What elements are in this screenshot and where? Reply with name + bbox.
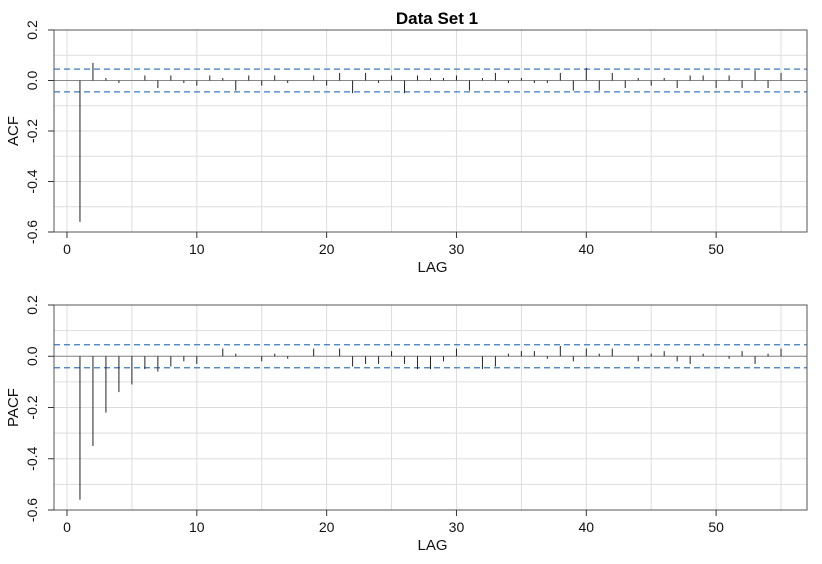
chart-title: Data Set 1 — [396, 9, 478, 28]
y-tick-label: -0.4 — [24, 446, 40, 470]
panel-pacf: 0 10 20 30 40 50 -0.6 -0.4 -0.2 0.0 0.2 LAG PACF — [5, 295, 808, 554]
x-tick-label: 0 — [63, 241, 71, 257]
y-tick-label: 0.0 — [24, 71, 40, 91]
x-tick-label: 0 — [63, 519, 71, 535]
panels: 0 10 20 30 40 50 -0.6 -0.4 -0.2 0.0 0.2 LAG ACF 0 10 20… — [5, 20, 808, 554]
y-tick-label: -0.2 — [24, 395, 40, 419]
x-tick-label: 50 — [708, 519, 724, 535]
x-tick-label: 10 — [189, 241, 205, 257]
x-tick-label: 50 — [708, 241, 724, 257]
y-tick-label: -0.2 — [24, 119, 40, 143]
x-tick-label: 20 — [319, 519, 335, 535]
y-tick-label: 0.2 — [24, 295, 40, 315]
y-axis-label: ACF — [5, 116, 22, 146]
y-tick-label: 0.0 — [24, 346, 40, 366]
x-tick-label: 40 — [579, 241, 595, 257]
y-tick-label: -0.6 — [24, 498, 40, 522]
x-tick-label: 30 — [449, 241, 465, 257]
y-tick-label: 0.2 — [24, 20, 40, 40]
y-axis-label: PACF — [5, 388, 22, 427]
x-tick-label: 10 — [189, 519, 205, 535]
y-tick-label: -0.4 — [24, 169, 40, 193]
x-tick-label: 20 — [319, 241, 335, 257]
x-axis-label: LAG — [417, 537, 447, 554]
x-axis-label: LAG — [417, 259, 447, 276]
x-tick-label: 30 — [449, 519, 465, 535]
x-tick-label: 40 — [579, 519, 595, 535]
y-tick-label: -0.6 — [24, 220, 40, 244]
panel-acf: 0 10 20 30 40 50 -0.6 -0.4 -0.2 0.0 0.2 LAG ACF — [5, 20, 808, 276]
